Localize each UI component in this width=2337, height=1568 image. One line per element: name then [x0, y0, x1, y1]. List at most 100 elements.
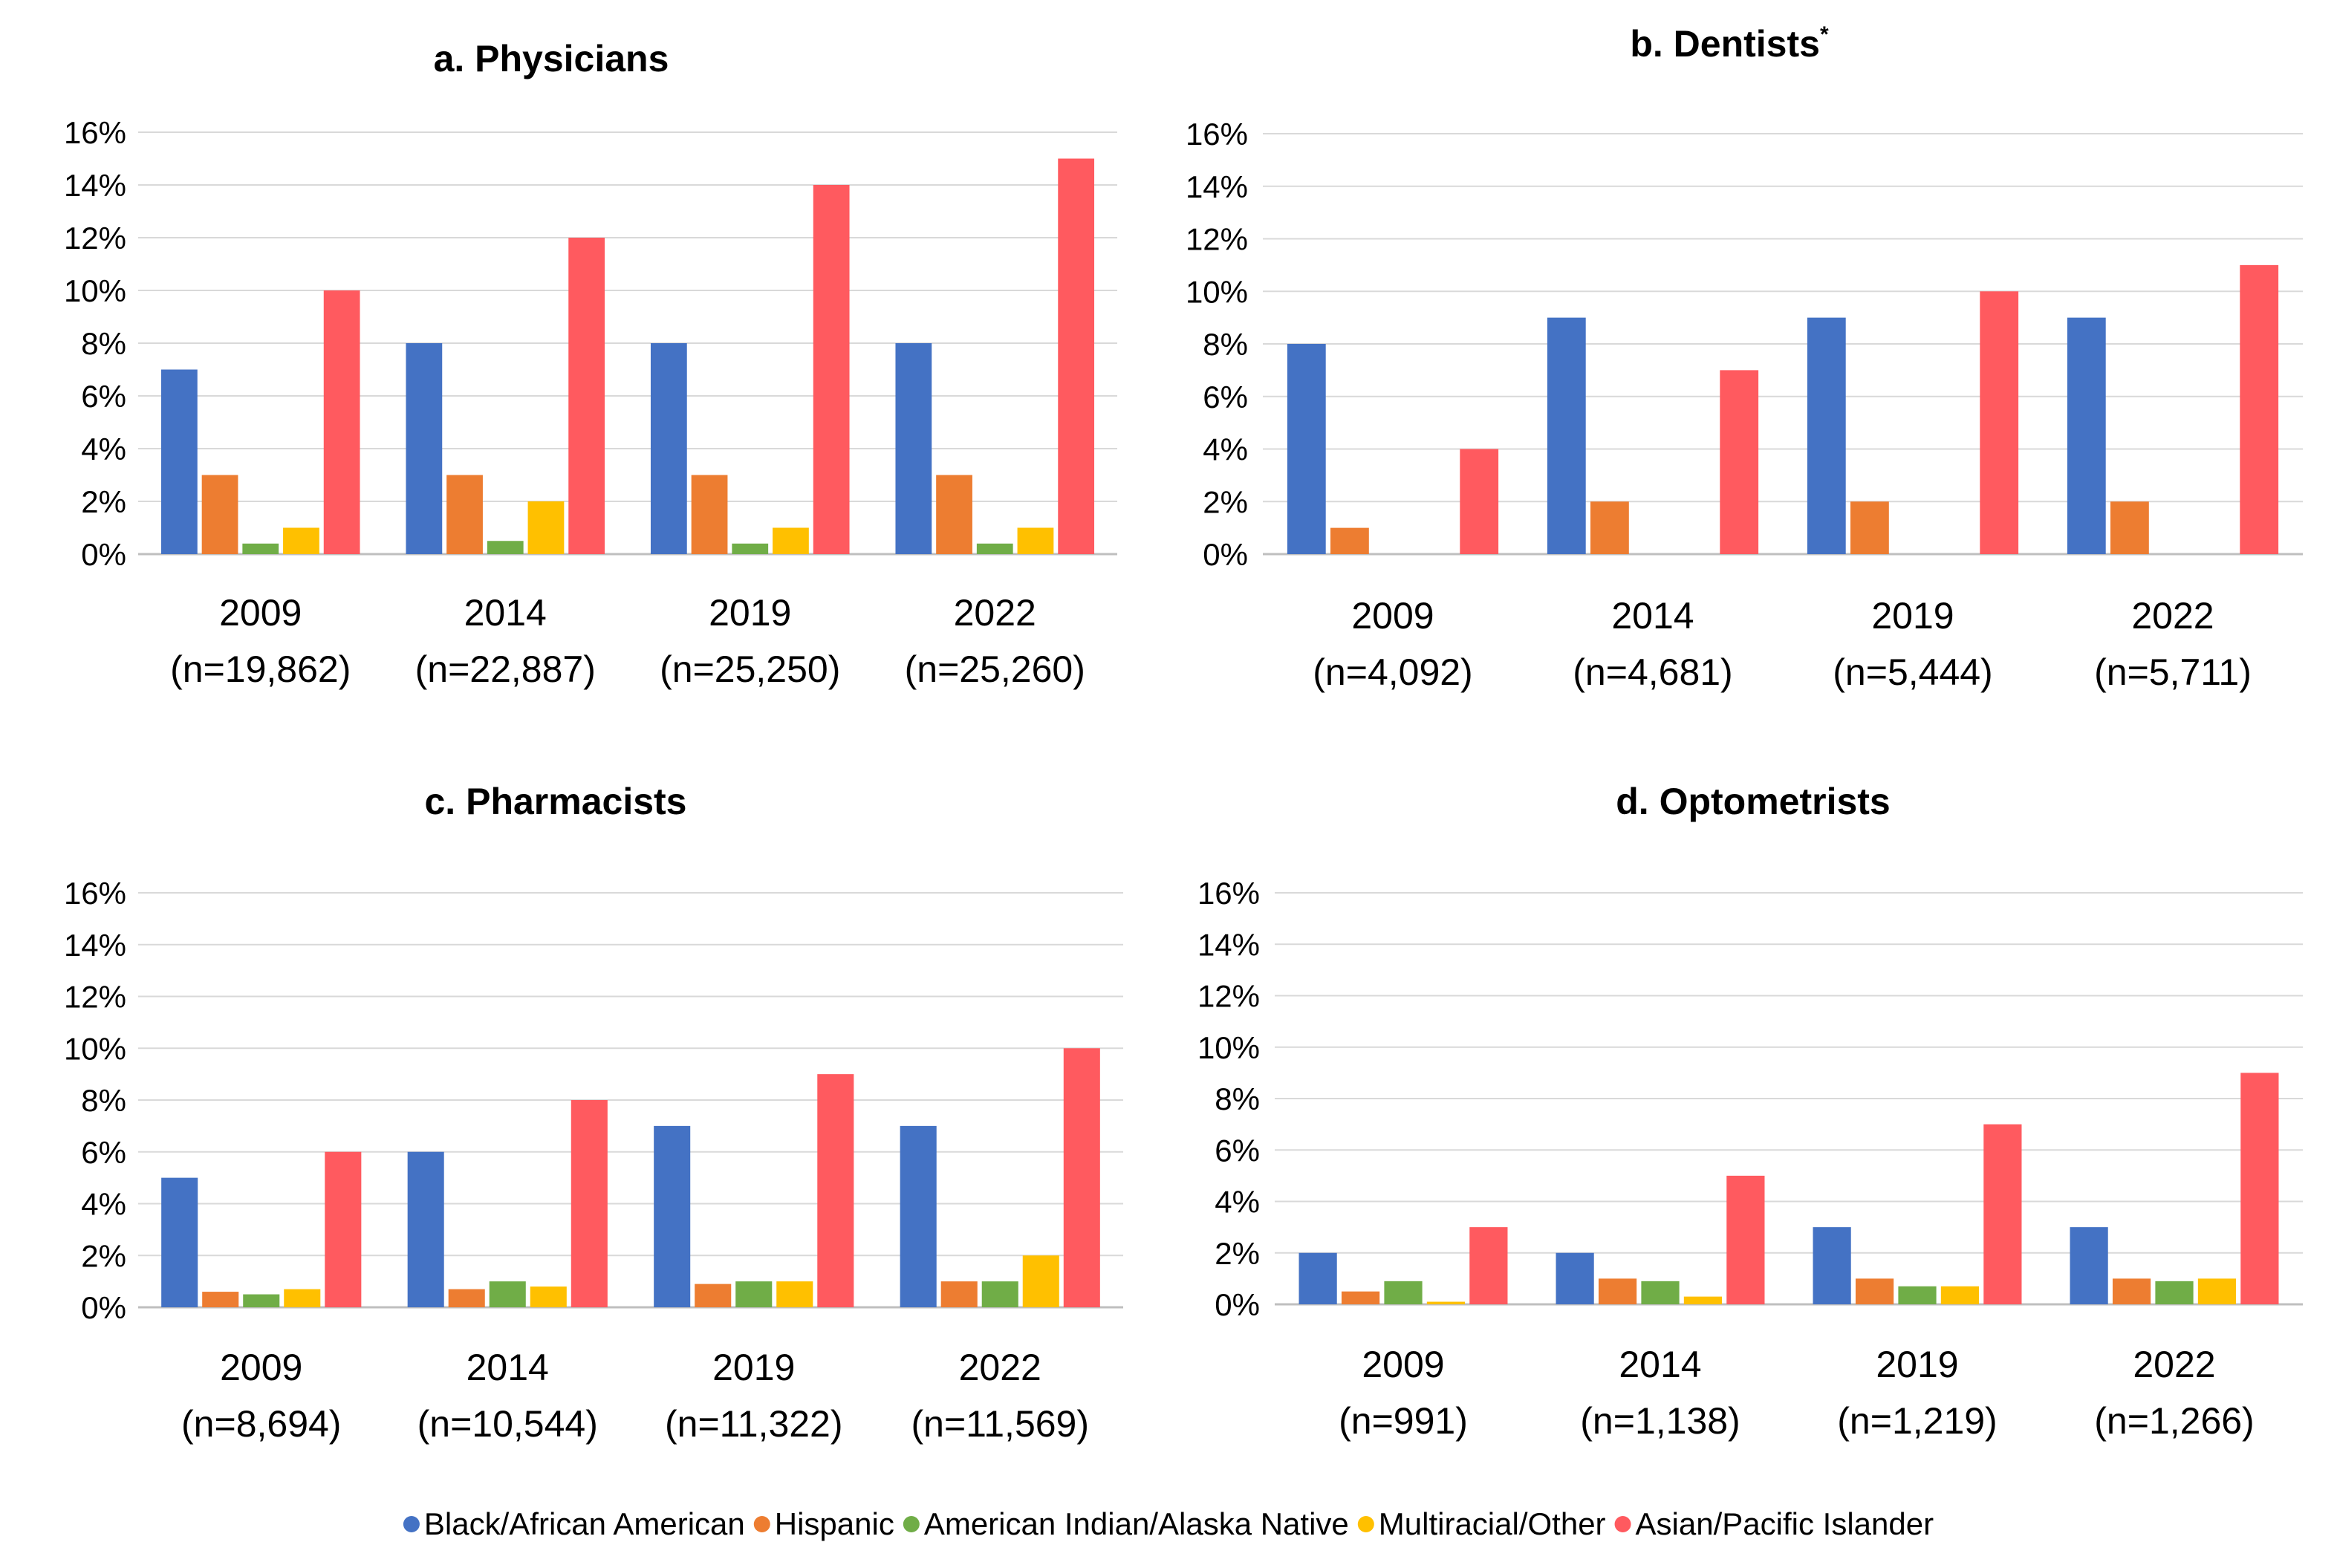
bar — [1683, 1296, 1723, 1304]
y-tick-label: 8% — [1215, 1081, 1260, 1116]
legend-marker — [753, 1516, 770, 1532]
bar — [1813, 1227, 1851, 1304]
legend-label: Asian/Pacific Islander — [1636, 1506, 1934, 1541]
y-tick-label: 14% — [64, 168, 126, 203]
y-tick-label: 4% — [81, 1187, 126, 1222]
bar — [1058, 158, 1095, 554]
bar — [202, 1292, 239, 1307]
bar — [448, 1289, 485, 1307]
y-tick-label: 12% — [1186, 222, 1248, 257]
x-category-count: (n=5,444) — [1833, 651, 1992, 693]
x-category-label: 2009 — [1362, 1344, 1444, 1385]
bar — [895, 343, 932, 554]
bar — [1022, 1255, 1059, 1307]
y-tick-label: 12% — [64, 980, 126, 1015]
y-tick-label: 12% — [64, 221, 126, 256]
bar — [489, 1281, 526, 1307]
bar — [2067, 317, 2106, 554]
x-category-count: (n=25,260) — [905, 648, 1085, 690]
bar — [936, 475, 972, 554]
y-tick-label: 14% — [1186, 169, 1248, 204]
bar — [201, 475, 238, 554]
x-category-label: 2022 — [2131, 595, 2214, 637]
bar — [981, 1281, 1018, 1307]
bar — [446, 475, 483, 554]
bar — [773, 527, 809, 554]
x-category-label: 2014 — [1619, 1344, 1701, 1385]
bar — [571, 1100, 608, 1307]
bar — [940, 1281, 978, 1307]
legend-marker — [1357, 1516, 1374, 1532]
bar — [1983, 1124, 2022, 1304]
x-category-label: 2009 — [1351, 595, 1434, 637]
title-footnote-mark: * — [1820, 22, 1829, 47]
x-category-count: (n=11,322) — [665, 1403, 843, 1445]
legend-label: Black/African American — [424, 1506, 745, 1541]
bar — [2155, 1281, 2194, 1304]
y-tick-label: 0% — [1215, 1287, 1260, 1322]
y-tick-label: 8% — [81, 1083, 126, 1118]
chart-panel-2: 0% 2% 4% 6% 8% 10% 12% 14% 16% b. Dentists* 2009 (n… — [1186, 22, 2303, 693]
x-category-count: (n=11,569) — [911, 1403, 1089, 1445]
bar — [160, 369, 198, 554]
bar — [1850, 501, 1889, 554]
bar — [161, 1177, 198, 1307]
bar — [487, 541, 524, 554]
legend-label: Multiracial/Other — [1379, 1506, 1606, 1541]
bar — [406, 343, 443, 554]
y-tick-label: 10% — [1197, 1030, 1260, 1065]
bar — [2110, 501, 2149, 554]
y-tick-label: 2% — [81, 484, 126, 519]
bar — [1460, 449, 1499, 554]
y-tick-label: 12% — [1197, 979, 1260, 1014]
chart-title: c. Pharmacists — [425, 781, 687, 822]
legend: Black/African American Hispanic American I… — [403, 1506, 1934, 1541]
legend-marker — [403, 1516, 420, 1532]
bar — [1807, 317, 1846, 554]
bar — [1298, 1252, 1337, 1304]
x-category-label: 2019 — [1871, 595, 1954, 637]
y-tick-label: 16% — [1186, 117, 1248, 152]
y-tick-label: 0% — [81, 537, 126, 572]
x-category-label: 2009 — [220, 1347, 302, 1388]
x-category-count: (n=4,092) — [1313, 651, 1472, 693]
x-category-label: 2019 — [712, 1347, 795, 1388]
bar — [650, 343, 687, 554]
bar — [1898, 1286, 1937, 1304]
bar — [407, 1151, 444, 1307]
bar — [325, 1151, 362, 1307]
bar — [1341, 1291, 1380, 1304]
y-tick-label: 16% — [64, 115, 126, 150]
y-tick-label: 4% — [1215, 1185, 1260, 1220]
y-tick-label: 10% — [64, 273, 126, 308]
bar — [2112, 1278, 2151, 1304]
bar — [691, 475, 728, 554]
chart-panel-4: 0% 2% 4% 6% 8% 10% 12% 14% 16% d. Optometrists 200… — [1197, 781, 2303, 1442]
x-category-count: (n=1,138) — [1580, 1400, 1740, 1442]
y-tick-label: 4% — [1203, 432, 1248, 467]
y-tick-label: 0% — [81, 1290, 126, 1325]
bar — [1556, 1252, 1594, 1304]
bar — [284, 1289, 321, 1307]
bar — [530, 1286, 567, 1307]
bar — [568, 238, 605, 554]
chart-panel-1: 0% 2% 4% 6% 8% 10% 12% 14% 16% a. Physicians 2009 (… — [64, 38, 1117, 690]
chart-title: a. Physicians — [434, 38, 669, 79]
bar — [1330, 527, 1369, 554]
bar — [2240, 264, 2279, 554]
bar — [776, 1281, 813, 1307]
legend-label: Hispanic — [775, 1506, 894, 1541]
x-category-label: 2022 — [959, 1347, 1041, 1388]
bar — [732, 543, 769, 554]
x-category-count: (n=8,694) — [181, 1403, 341, 1445]
bar — [695, 1284, 732, 1307]
y-tick-label: 16% — [64, 876, 126, 911]
x-category-count: (n=991) — [1339, 1400, 1468, 1442]
bar — [2240, 1073, 2279, 1304]
bar — [735, 1281, 773, 1307]
bar — [1855, 1278, 1894, 1304]
bar — [900, 1125, 937, 1307]
x-category-label: 2009 — [219, 592, 302, 634]
x-category-label: 2014 — [467, 1347, 549, 1388]
x-category-count: (n=4,681) — [1573, 651, 1732, 693]
